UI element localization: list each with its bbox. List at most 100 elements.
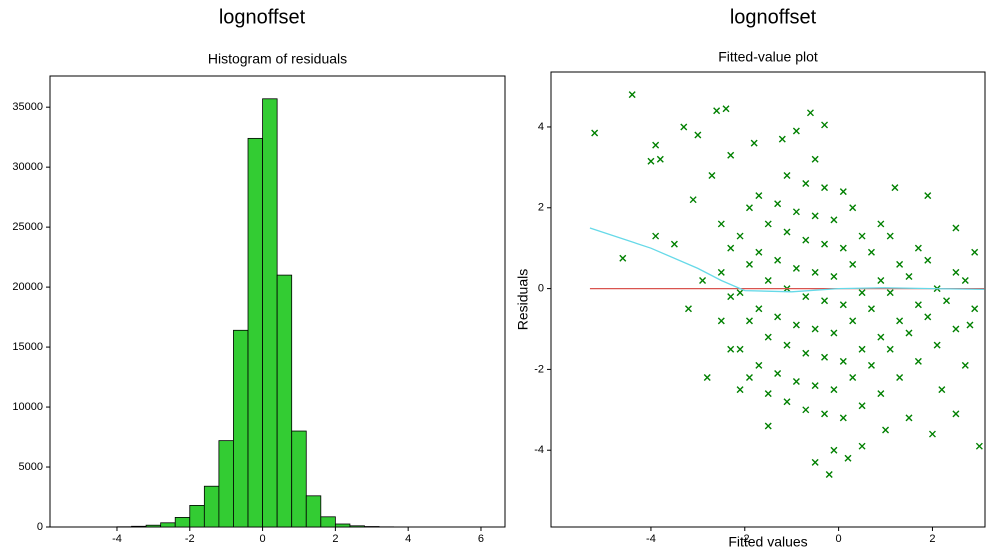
point [821, 184, 829, 192]
y-tick-label: -4 [534, 444, 544, 456]
point [821, 353, 829, 361]
point [821, 410, 829, 418]
point [849, 204, 857, 212]
point [886, 232, 894, 240]
point [717, 268, 725, 276]
point [656, 155, 664, 163]
point [867, 248, 875, 256]
point [774, 369, 782, 377]
y-tick-label: 35000 [12, 101, 43, 113]
point [792, 127, 800, 135]
point [802, 180, 810, 188]
point [867, 361, 875, 369]
y-tick-label: 10000 [12, 401, 43, 413]
chart-subtitle: Histogram of residuals [208, 51, 347, 67]
bar [334, 523, 351, 528]
point [886, 289, 894, 297]
point [774, 200, 782, 208]
point [839, 357, 847, 365]
point [905, 272, 913, 280]
point [591, 129, 599, 137]
point [755, 248, 763, 256]
point [858, 345, 866, 353]
point [811, 212, 819, 220]
point [811, 382, 819, 390]
bar [291, 430, 307, 528]
point [792, 321, 800, 329]
point [966, 321, 974, 329]
point [914, 301, 922, 309]
point [952, 325, 960, 333]
point [839, 301, 847, 309]
point [943, 297, 951, 305]
point [858, 232, 866, 240]
point [736, 289, 744, 297]
x-tick-label: 4 [405, 533, 411, 545]
point [764, 333, 772, 341]
point [961, 361, 969, 369]
point [858, 402, 866, 410]
point [628, 91, 636, 99]
point [914, 244, 922, 252]
chart-title: lognoffset [730, 6, 817, 28]
y-tick-label: 20000 [12, 281, 43, 293]
bar [305, 495, 322, 528]
point [811, 155, 819, 163]
y-axis-label: Residuals [515, 269, 531, 330]
bar [189, 505, 205, 528]
point [689, 196, 697, 204]
point [849, 317, 857, 325]
point [745, 317, 753, 325]
point [858, 289, 866, 297]
y-tick-label: 0 [37, 521, 43, 533]
point [952, 268, 960, 276]
y-tick-label: -2 [534, 363, 544, 375]
point [727, 151, 735, 159]
point [699, 277, 707, 285]
point [764, 390, 772, 398]
point [896, 373, 904, 381]
bar [247, 137, 263, 528]
point [736, 345, 744, 353]
point [774, 256, 782, 264]
point [886, 345, 894, 353]
point [952, 410, 960, 418]
y-tick-label: 0 [538, 282, 544, 294]
point [684, 305, 692, 313]
point [825, 470, 833, 478]
point [858, 442, 866, 450]
point [975, 442, 983, 450]
point [778, 135, 786, 143]
point [882, 426, 890, 434]
point [717, 220, 725, 228]
point [680, 123, 688, 131]
point [928, 430, 936, 438]
x-tick-label: 0 [260, 533, 266, 545]
point [792, 264, 800, 272]
point [971, 305, 979, 313]
point [867, 305, 875, 313]
point [877, 277, 885, 285]
point [849, 260, 857, 268]
y-tick-label: 30000 [12, 161, 43, 173]
chart-subtitle: Fitted-value plot [718, 49, 818, 65]
point [811, 458, 819, 466]
point [933, 341, 941, 349]
point [811, 325, 819, 333]
point [839, 188, 847, 196]
chart-title: lognoffset [219, 6, 306, 28]
bar [349, 525, 365, 528]
bar [233, 329, 249, 528]
point [670, 240, 678, 248]
x-tick-label: -4 [112, 533, 122, 545]
point [877, 390, 885, 398]
x-axis-label: Fitted values [728, 534, 807, 550]
point [647, 157, 655, 165]
point [792, 378, 800, 386]
point [722, 105, 730, 113]
point [652, 141, 660, 149]
point [961, 277, 969, 285]
bar [160, 522, 176, 528]
point [713, 107, 721, 115]
